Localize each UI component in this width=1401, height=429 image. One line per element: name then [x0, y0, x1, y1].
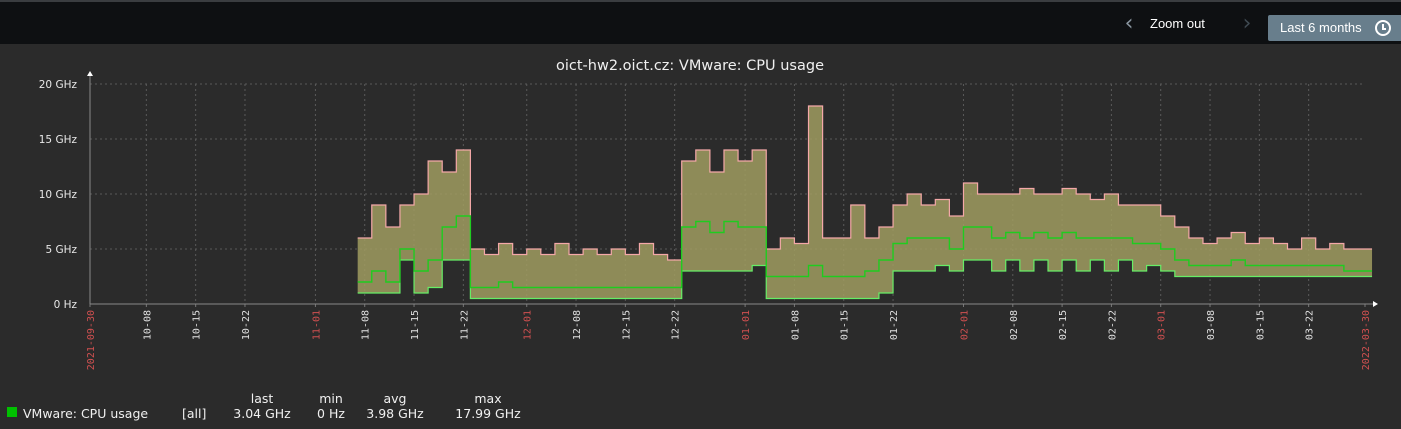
x-tick-label: 02-01 [959, 310, 970, 340]
max-series-line [357, 105, 1373, 261]
x-tick-label: 01-22 [889, 310, 900, 340]
zoom-out-button[interactable]: Zoom out [1150, 16, 1205, 31]
legend-color-swatch [7, 407, 17, 417]
x-tick-label: 10-08 [142, 310, 153, 340]
x-tick-label: 02-08 [1009, 310, 1020, 340]
legend-item-function: [all] [182, 406, 206, 421]
avg-series-line [357, 215, 1373, 289]
y-tick-label: 0 Hz [54, 299, 78, 311]
x-tick-label: 11-15 [410, 310, 421, 340]
legend-item-avg: 3.98 GHz [366, 406, 424, 421]
x-tick-label: 10-15 [192, 310, 203, 340]
y-tick-label: 20 GHz [39, 79, 78, 91]
x-tick-label: 03-08 [1206, 310, 1217, 340]
x-tick-label: 11-08 [361, 310, 372, 340]
x-tick-label: 10-22 [241, 310, 252, 340]
legend-header-min: min [319, 391, 343, 406]
legend-item-min: 0 Hz [317, 406, 345, 421]
legend-item-name: VMware: CPU usage [23, 406, 148, 421]
graph-toolbar: ‹ Zoom out › Last 6 months [0, 0, 1401, 44]
x-tick-label: 02-15 [1058, 310, 1069, 340]
x-tick-label: 11-22 [459, 310, 470, 340]
x-tick-label: 2021-09-30 [86, 310, 97, 370]
legend-header-max: max [474, 391, 501, 406]
chevron-right-icon: › [1242, 11, 1252, 36]
x-tick-label: 12-15 [621, 310, 632, 340]
legend-item-max: 17.99 GHz [455, 406, 521, 421]
legend-header-avg: avg [384, 391, 407, 406]
x-tick-label: 03-15 [1255, 310, 1266, 340]
graph-title: oict-hw2.oict.cz: VMware: CPU usage [556, 58, 824, 74]
x-tick-label: 01-08 [790, 310, 801, 340]
x-tick-label: 12-01 [523, 310, 534, 340]
clock-icon [1375, 20, 1391, 36]
x-tick-label: 03-01 [1157, 310, 1168, 340]
x-axis-arrow-icon [1373, 301, 1378, 307]
cpu-usage-graph: oict-hw2.oict.cz: VMware: CPU usage 0 Hz… [7, 58, 1378, 421]
x-tick-label: 12-08 [572, 310, 583, 340]
min-series-line [357, 259, 1373, 300]
time-period-button[interactable]: Last 6 months [1268, 15, 1401, 41]
x-tick-label: 01-15 [840, 310, 851, 340]
min-max-area [357, 106, 1373, 299]
x-tick-label: 11-01 [311, 310, 322, 340]
y-tick-label: 10 GHz [39, 189, 78, 201]
legend-header-last: last [251, 391, 274, 406]
y-tick-label: 5 GHz [45, 244, 77, 256]
x-tick-label: 03-22 [1305, 310, 1316, 340]
y-axis-arrow-icon [87, 71, 93, 76]
x-tick-label: 12-22 [671, 310, 682, 340]
legend-item-last: 3.04 GHz [233, 406, 291, 421]
chevron-left-icon[interactable]: ‹ [1124, 11, 1134, 36]
y-tick-label: 15 GHz [39, 134, 78, 146]
x-tick-label: 2022-03-30 [1361, 310, 1372, 370]
x-tick-label: 02-22 [1107, 310, 1118, 340]
x-tick-label: 01-01 [741, 310, 752, 340]
time-period-label: Last 6 months [1280, 20, 1362, 35]
